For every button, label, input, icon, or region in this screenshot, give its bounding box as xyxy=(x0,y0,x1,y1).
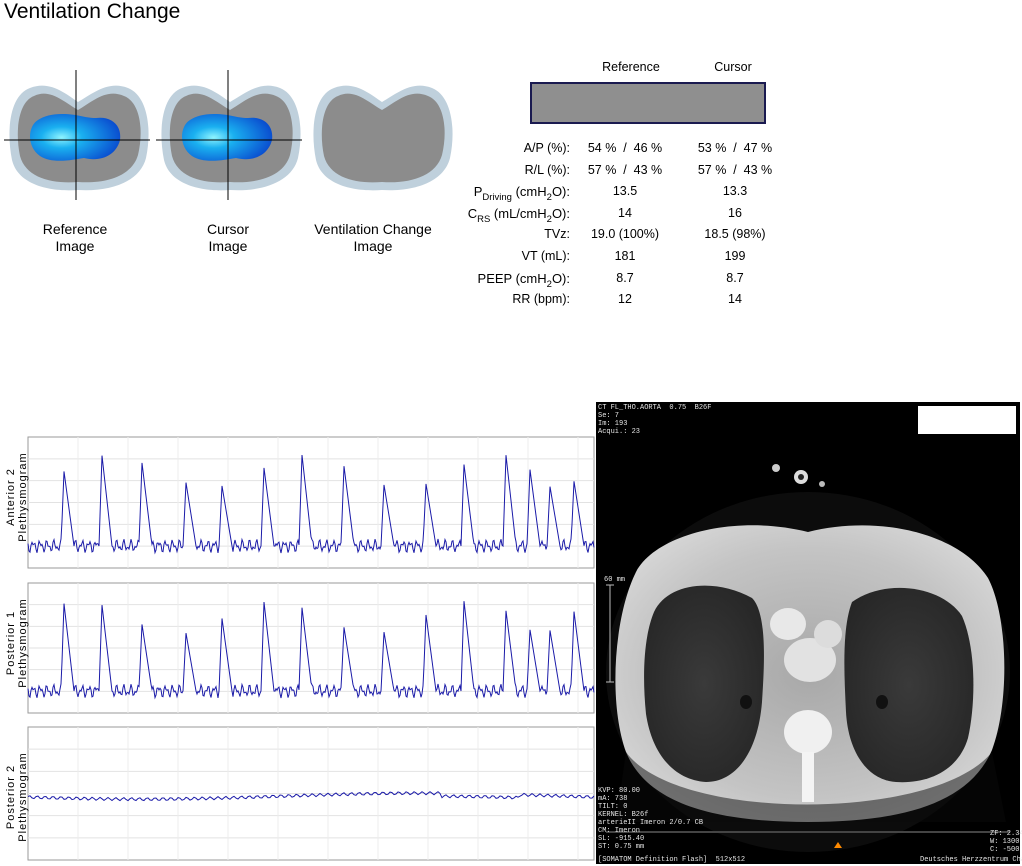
row-tvz: TVz: 19.0 (100%) 18.5 (98%) xyxy=(430,227,790,249)
page-title: Ventilation Change xyxy=(4,0,181,23)
ct-footer-left: [SOMATOM Definition Flash] 512x512 xyxy=(598,856,746,864)
ct-info-bottom-left: KVP: 80.00 mA: 738 TILT: 0 KERNEL: B26f … xyxy=(598,787,704,851)
caption-text: Cursor Image xyxy=(206,221,249,254)
ct-overlay-box xyxy=(916,404,1018,436)
ct-image-viewer[interactable] xyxy=(596,402,1020,864)
plot-label-line: Plethysmogram xyxy=(17,598,29,687)
plethysmogram-panel: Anterior 2Plethysmogram Posterior 1Pleth… xyxy=(5,436,595,861)
cursor-image-caption: Cursor Image xyxy=(168,221,288,255)
ventilation-change-image[interactable] xyxy=(313,85,453,191)
orientation-marker-icon xyxy=(834,842,842,848)
row-label: PDriving (cmH2O): xyxy=(473,184,570,204)
row-cur: 16 xyxy=(728,205,742,220)
row-cur: 57 % / 43 % xyxy=(697,162,773,177)
row-pdriving: PDriving (cmH2O): 13.5 13.3 xyxy=(430,184,790,206)
row-rl: R/L (%): 57 % / 43 % 57 % / 43 % xyxy=(430,163,790,185)
reference-image-caption: Reference Image xyxy=(15,221,135,255)
plot-label-line: Plethysmogram xyxy=(17,752,29,841)
row-label: TVz: xyxy=(544,227,570,242)
plot-label-posterior-1: Posterior 1Plethysmogram xyxy=(5,598,29,687)
plethysmogram-trace xyxy=(27,601,595,700)
row-ref: 54 % / 46 % xyxy=(587,141,663,155)
plethysmogram-posterior-2[interactable] xyxy=(27,726,595,861)
plot-label-line: Plethysmogram xyxy=(17,452,29,541)
row-cur: 13.3 xyxy=(722,184,748,199)
ct-scale-label: 60 mm xyxy=(604,576,626,584)
row-vt: VT (mL): 181 199 xyxy=(430,249,790,271)
row-cur: 8.7 xyxy=(726,270,744,285)
eit-images xyxy=(4,70,453,200)
reference-image[interactable] xyxy=(4,70,150,200)
ct-scan-image xyxy=(606,464,1010,852)
row-ref: 57 % / 43 % xyxy=(587,162,663,177)
plot-label-anterior-2: Anterior 2Plethysmogram xyxy=(5,452,29,541)
caption-text: Ventilation Change Image xyxy=(314,221,432,254)
cursor-image[interactable] xyxy=(156,70,302,200)
row-label: VT (mL): xyxy=(521,248,570,263)
row-ap: A/P (%): 54 % / 46 % 53 % / 47 % xyxy=(430,141,790,163)
plot-label-posterior-2: Posterior 2Plethysmogram xyxy=(5,752,29,841)
row-ref: 13.5 xyxy=(612,184,638,199)
plethysmogram-trace xyxy=(27,791,595,802)
plethysmogram-anterior-2[interactable] xyxy=(27,436,595,569)
row-ref: 19.0 (100%) xyxy=(590,227,660,242)
row-ref: 8.7 xyxy=(616,270,634,285)
row-label: RR (bpm): xyxy=(512,292,570,307)
change-image-caption: Ventilation Change Image xyxy=(303,221,443,255)
caption-text: Reference Image xyxy=(42,221,108,254)
plot-label-line: Anterior 2 xyxy=(5,468,17,526)
plot-label-line: Posterior 2 xyxy=(5,765,17,829)
ct-info-top-left: CT FL_THO.AORTA 0.75 B26F Se: 7 Im: 193 … xyxy=(598,404,712,436)
row-label: CRS (mL/cmH2O): xyxy=(467,205,570,225)
col-header-reference: Reference xyxy=(602,60,660,74)
row-cur: 53 % / 47 % xyxy=(697,141,773,155)
row-cur: 14 xyxy=(728,292,742,307)
row-cur: 18.5 (98%) xyxy=(704,227,766,242)
reference-color-bar xyxy=(530,82,766,124)
row-label: PEEP (cmH2O): xyxy=(477,270,570,290)
row-peep: PEEP (cmH2O): 8.7 8.7 xyxy=(430,271,790,293)
row-ref: 14 xyxy=(618,205,632,220)
plethysmogram-posterior-1[interactable] xyxy=(27,582,595,714)
col-header-cursor: Cursor xyxy=(714,60,752,74)
plot-label-line: Posterior 1 xyxy=(5,611,17,675)
row-crs: CRS (mL/cmH2O): 14 16 xyxy=(430,206,790,228)
row-ref: 12 xyxy=(618,292,632,307)
row-cur: 199 xyxy=(724,248,746,263)
ct-footer-right: Deutsches Herzzentrum Charite xyxy=(920,856,1022,864)
ct-info-bottom-right: ZF: 2.34 W: 1300 C: -500 xyxy=(990,830,1022,854)
row-rr: RR (bpm): 12 14 xyxy=(430,292,790,314)
row-ref: 181 xyxy=(614,248,636,263)
metrics-table: A/P (%): 54 % / 46 % 53 % / 47 % R/L (%)… xyxy=(430,141,790,314)
row-label: A/P (%): xyxy=(523,141,570,155)
plethysmogram-trace xyxy=(27,454,595,555)
row-label: R/L (%): xyxy=(524,162,570,177)
